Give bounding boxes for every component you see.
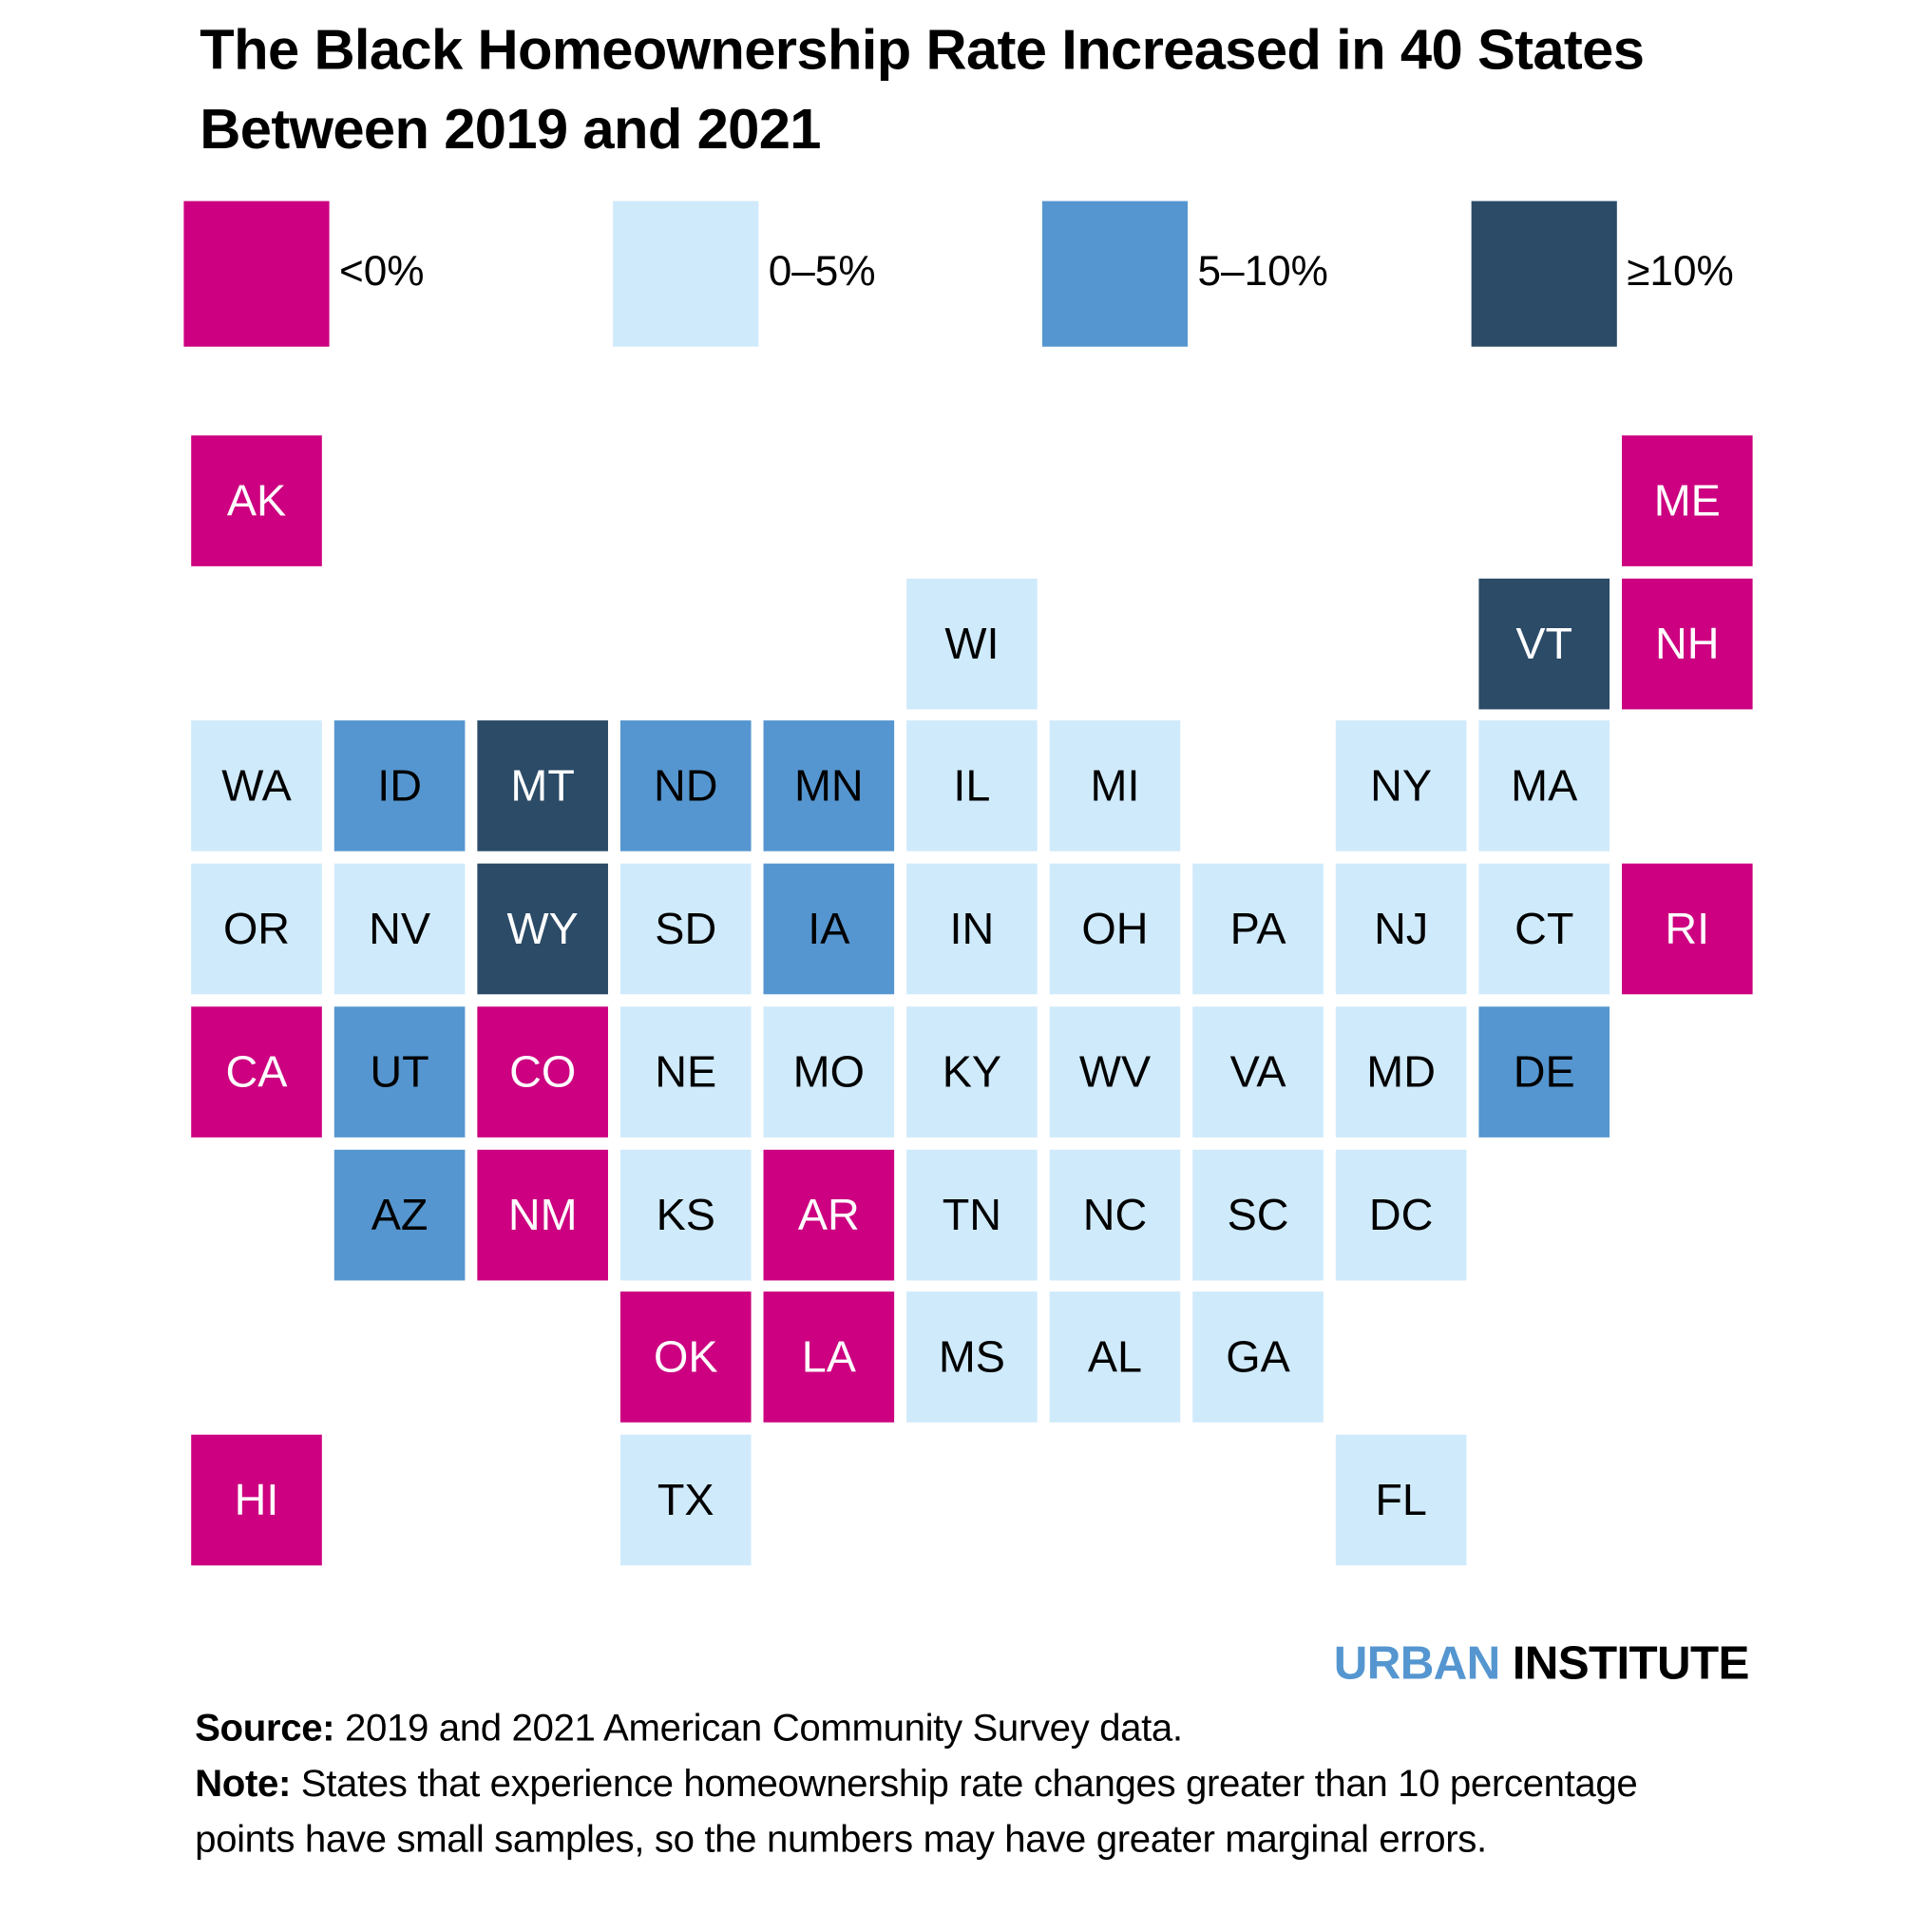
state-tile-va: VA xyxy=(1192,1005,1324,1138)
state-tile-ne: NE xyxy=(619,1005,752,1138)
legend-label-low: 0–5% xyxy=(768,247,876,296)
state-tile-nj: NJ xyxy=(1335,863,1467,995)
state-tile-oh: OH xyxy=(1049,863,1181,995)
state-tile-me: ME xyxy=(1622,435,1753,566)
state-tile-ok: OK xyxy=(619,1291,752,1423)
brand-institute: INSTITUTE xyxy=(1512,1637,1750,1691)
legend-swatch-neg xyxy=(183,201,330,347)
state-tile-fl: FL xyxy=(1335,1434,1467,1566)
state-tile-ga: GA xyxy=(1192,1291,1324,1423)
state-tile-az: AZ xyxy=(333,1149,466,1280)
state-tile-mn: MN xyxy=(763,720,895,852)
state-tile-vt: VT xyxy=(1478,578,1610,710)
note-label: Note: xyxy=(195,1761,291,1806)
brand-logo: URBAN INSTITUTE xyxy=(1333,1637,1750,1692)
state-tile-wi: WI xyxy=(906,578,1038,710)
state-tile-mi: MI xyxy=(1049,720,1181,852)
notes: Source: 2019 and 2021 American Community… xyxy=(195,1700,1675,1866)
state-tile-de: DE xyxy=(1478,1005,1610,1138)
legend-label-mid: 5–10% xyxy=(1197,247,1328,296)
state-tile-tx: TX xyxy=(619,1434,752,1566)
source-line: Source: 2019 and 2021 American Community… xyxy=(195,1700,1675,1755)
state-tile-nh: NH xyxy=(1622,578,1753,710)
state-tile-id: ID xyxy=(333,720,466,852)
state-tile-ia: IA xyxy=(763,863,895,995)
state-tile-sc: SC xyxy=(1192,1149,1324,1280)
state-tile-dc: DC xyxy=(1335,1149,1467,1280)
state-tile-ky: KY xyxy=(906,1005,1038,1138)
legend-label-neg: <0% xyxy=(338,247,425,296)
chart-title: The Black Homeownership Rate Increased i… xyxy=(200,17,1645,161)
state-tile-wv: WV xyxy=(1049,1005,1181,1138)
source-text: 2019 and 2021 American Community Survey … xyxy=(334,1706,1183,1750)
legend-swatch-mid xyxy=(1041,201,1189,347)
state-tile-ak: AK xyxy=(191,435,322,566)
state-tile-pa: PA xyxy=(1192,863,1324,995)
state-tile-nd: ND xyxy=(619,720,752,852)
note-text: States that experience homeownership rat… xyxy=(195,1761,1638,1861)
state-tile-tn: TN xyxy=(906,1149,1038,1280)
state-tile-ut: UT xyxy=(333,1005,466,1138)
state-tile-ct: CT xyxy=(1478,863,1610,995)
state-tile-il: IL xyxy=(906,720,1038,852)
legend-swatch-high xyxy=(1471,201,1617,347)
note-line: Note: States that experience homeownersh… xyxy=(195,1755,1675,1866)
state-tile-ri: RI xyxy=(1622,863,1753,995)
state-tile-ny: NY xyxy=(1335,720,1467,852)
state-tile-wa: WA xyxy=(191,720,322,852)
state-tile-md: MD xyxy=(1335,1005,1467,1138)
state-tile-ar: AR xyxy=(763,1149,895,1280)
state-tile-or: OR xyxy=(191,863,322,995)
brand-urban: URBAN xyxy=(1333,1637,1501,1691)
state-tile-mo: MO xyxy=(763,1005,895,1138)
state-tile-nm: NM xyxy=(477,1149,608,1280)
state-tile-wy: WY xyxy=(477,863,608,995)
state-tile-co: CO xyxy=(477,1005,608,1138)
state-tile-nc: NC xyxy=(1049,1149,1181,1280)
legend-swatch-low xyxy=(613,201,759,347)
state-tile-la: LA xyxy=(763,1291,895,1423)
legend-label-high: ≥10% xyxy=(1627,247,1734,296)
source-label: Source: xyxy=(195,1706,335,1750)
state-tile-al: AL xyxy=(1049,1291,1181,1423)
state-tile-mt: MT xyxy=(477,720,608,852)
state-tile-in: IN xyxy=(906,863,1038,995)
state-tile-nv: NV xyxy=(333,863,466,995)
state-tile-ma: MA xyxy=(1478,720,1610,852)
state-tile-ca: CA xyxy=(191,1005,322,1138)
state-tile-hi: HI xyxy=(191,1434,322,1566)
state-tile-sd: SD xyxy=(619,863,752,995)
state-tile-ms: MS xyxy=(906,1291,1038,1423)
state-tile-ks: KS xyxy=(619,1149,752,1280)
